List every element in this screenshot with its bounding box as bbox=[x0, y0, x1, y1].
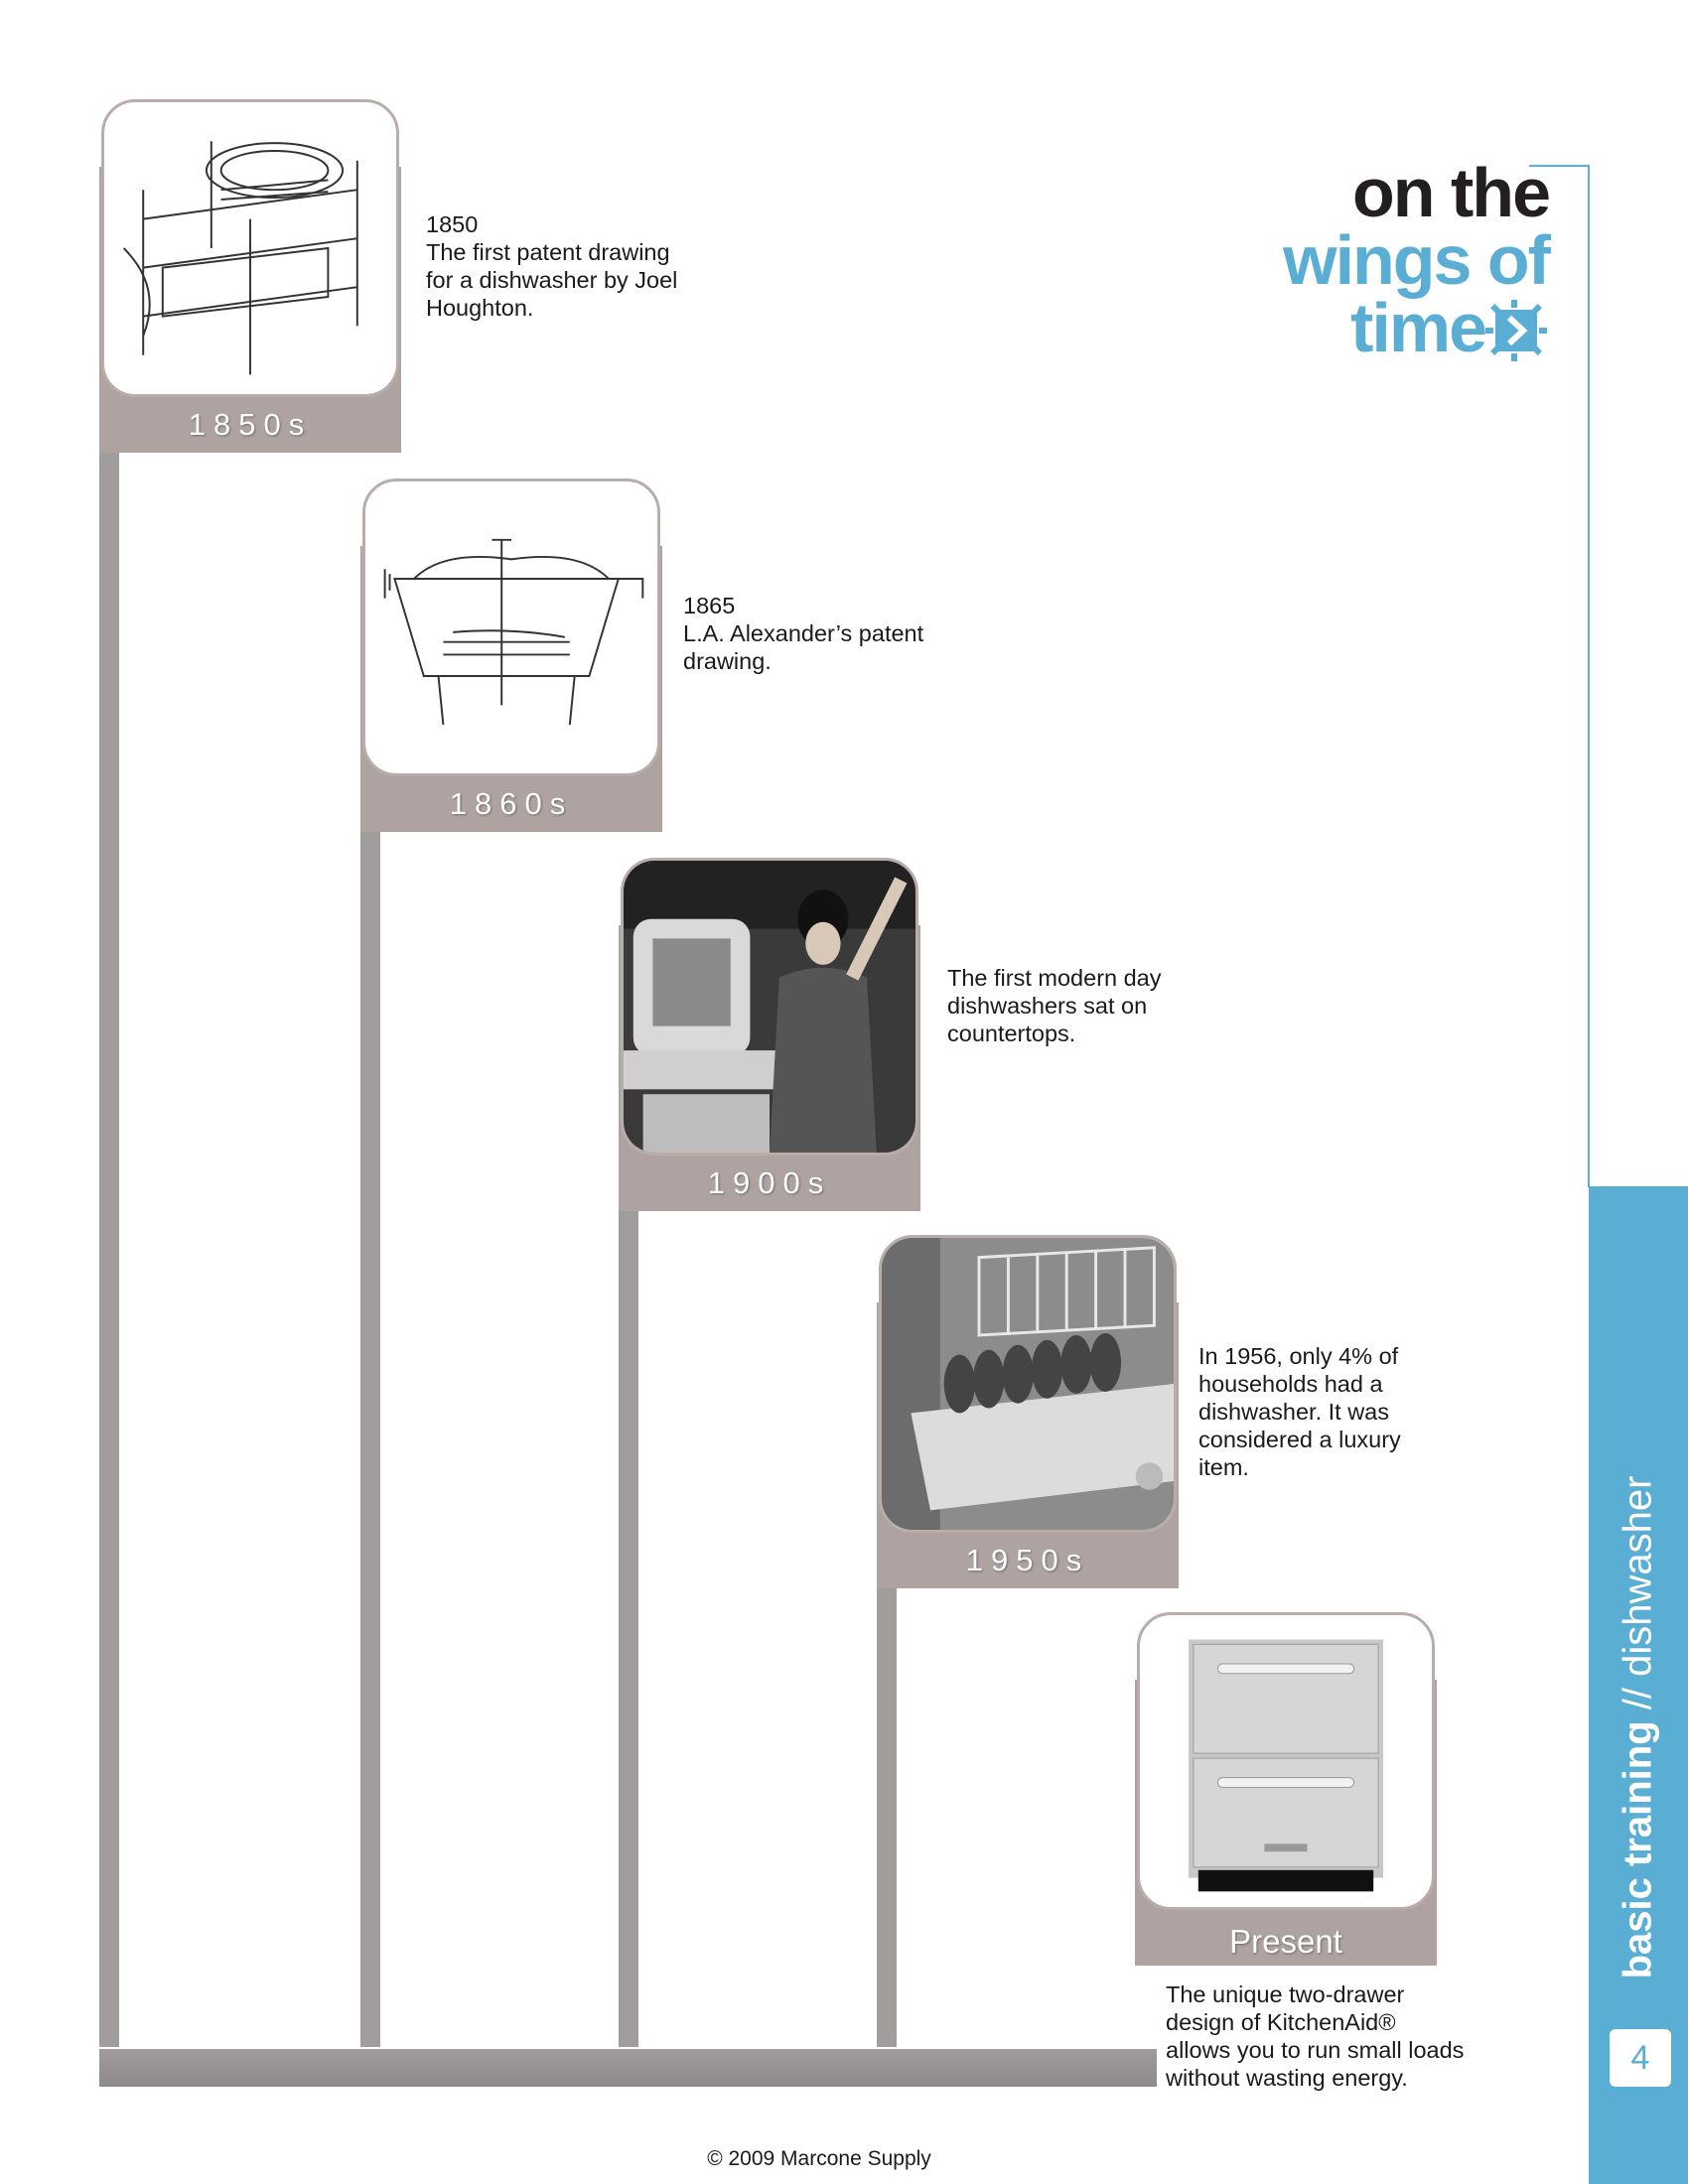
entry-1850s-image bbox=[101, 99, 399, 397]
entry-1900s-decade: 1900s bbox=[707, 1165, 832, 1200]
patent-drawing-1850-icon bbox=[122, 141, 358, 375]
entry-1860s-caption: 1865 L.A. Alexander’s patent drawing. bbox=[683, 592, 923, 675]
entry-1900s-image bbox=[621, 858, 918, 1156]
caption-line: allows you to run small loads bbox=[1166, 2037, 1465, 2063]
title-rule-horizontal bbox=[1529, 165, 1589, 167]
caption-line: 1865 bbox=[683, 593, 736, 618]
clock-icon bbox=[1485, 300, 1547, 361]
entry-1850s-decade: 1850s bbox=[188, 407, 313, 442]
entry-present-caption: The unique two-drawer design of KitchenA… bbox=[1166, 1980, 1464, 2092]
caption-line: The first patent drawing bbox=[426, 239, 670, 265]
caption-line: countertops. bbox=[947, 1021, 1076, 1046]
title-rule-vertical bbox=[1588, 165, 1590, 1187]
timeline-bar-2 bbox=[360, 829, 380, 2047]
two-drawer-dishwasher-icon bbox=[1189, 1639, 1383, 1892]
caption-line: for a dishwasher by Joel bbox=[426, 267, 678, 293]
caption-line: In 1956, only 4% of bbox=[1198, 1343, 1399, 1369]
caption-line: The first modern day bbox=[947, 965, 1162, 991]
title-line-3: time bbox=[1350, 289, 1487, 366]
sidebar-bold-text: basic training bbox=[1616, 1720, 1660, 1979]
caption-line: dishwasher. It was bbox=[1198, 1399, 1390, 1425]
caption-line: considered a luxury bbox=[1198, 1427, 1401, 1452]
sidebar bbox=[1589, 1186, 1688, 2184]
timeline-bar-3 bbox=[619, 1209, 638, 2047]
caption-line: Houghton. bbox=[426, 295, 534, 321]
footer-copyright: © 2009 Marcone Supply bbox=[707, 2147, 931, 2170]
timeline-bar-1 bbox=[99, 447, 119, 2047]
page-number: 4 bbox=[1610, 2029, 1671, 2087]
caption-line: item. bbox=[1198, 1454, 1249, 1480]
entry-1950s-caption: In 1956, only 4% of households had a dis… bbox=[1198, 1342, 1401, 1481]
title-block: on the wings of time bbox=[1192, 149, 1551, 367]
entry-1900s-caption: The first modern day dishwashers sat on … bbox=[947, 964, 1162, 1047]
countertop-dishwasher-photo-icon bbox=[624, 861, 915, 1153]
timeline-bar-4 bbox=[877, 1588, 897, 2047]
caption-line: dishwashers sat on bbox=[947, 993, 1148, 1019]
entry-present-decade: Present bbox=[1229, 1923, 1342, 1960]
entry-1850s-caption: 1850 The first patent drawing for a dish… bbox=[426, 210, 677, 322]
caption-line: drawing. bbox=[683, 648, 772, 674]
caption-line: households had a bbox=[1198, 1371, 1383, 1397]
patent-drawing-1865-icon bbox=[383, 538, 644, 726]
timeline-baseline bbox=[99, 2049, 1157, 2087]
entry-1950s-decade: 1950s bbox=[965, 1543, 1090, 1577]
sidebar-section-title: basic training // dishwasher bbox=[1617, 1476, 1661, 1979]
title-line-1: on the bbox=[1352, 154, 1551, 231]
caption-line: without wasting energy. bbox=[1166, 2065, 1408, 2091]
caption-line: L.A. Alexander’s patent bbox=[683, 620, 924, 646]
sidebar-light-text: // dishwasher bbox=[1616, 1475, 1660, 1721]
entry-1860s-image bbox=[362, 478, 660, 776]
caption-line: 1850 bbox=[426, 211, 479, 237]
caption-line: The unique two-drawer bbox=[1166, 1981, 1405, 2007]
caption-line: design of KitchenAid® bbox=[1166, 2009, 1396, 2035]
entry-1860s-decade: 1860s bbox=[449, 786, 574, 821]
entry-1950s-image bbox=[879, 1235, 1177, 1533]
dish-rack-photo-icon bbox=[882, 1238, 1174, 1530]
entry-present-image bbox=[1137, 1612, 1435, 1910]
title-line-2: wings of bbox=[1283, 221, 1551, 299]
